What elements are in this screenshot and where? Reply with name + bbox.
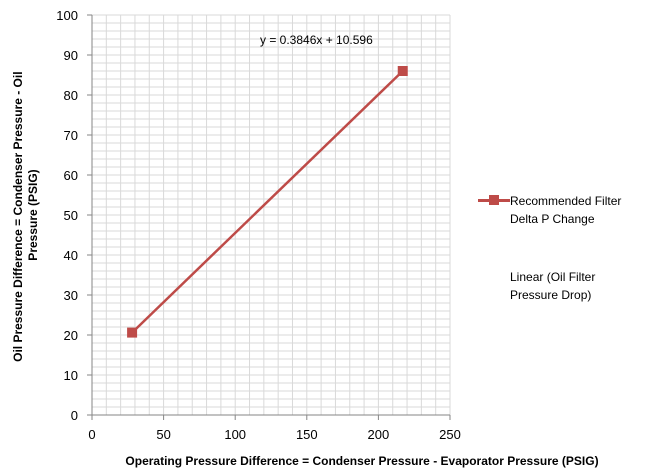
- y-tick-label: 40: [64, 248, 78, 263]
- y-tick-label: 30: [64, 288, 78, 303]
- trendline-equation: y = 0.3846x + 10.596: [260, 33, 373, 47]
- legend-square-marker: [489, 195, 499, 205]
- legend: Recommended Filter Delta P Change Linear…: [478, 192, 653, 304]
- y-axis-title-line1: Oil Pressure Difference = Condenser Pres…: [11, 71, 25, 361]
- legend-label-series-line1: Recommended Filter: [510, 194, 622, 208]
- legend-label-trendline-line2: Pressure Drop): [510, 288, 592, 302]
- y-tick-labels: 0 10 20 30 40 50 60 70 80 90 100: [56, 8, 78, 423]
- y-axis-title-line2: Pressure (PSIG): [26, 169, 40, 260]
- y-tick-label: 20: [64, 328, 78, 343]
- y-tick-label: 100: [56, 8, 78, 23]
- x-tick-labels: 0 50 100 150 200 250: [88, 427, 460, 442]
- y-tick-label: 50: [64, 208, 78, 223]
- legend-label-series-line2: Delta P Change: [510, 212, 595, 226]
- data-point: [127, 327, 138, 338]
- y-tick-label: 90: [64, 48, 78, 63]
- x-tick-label: 0: [88, 427, 95, 442]
- x-tick-label: 150: [296, 427, 318, 442]
- data-point: [397, 66, 408, 76]
- y-tick-label: 60: [64, 168, 78, 183]
- legend-marker: [478, 192, 510, 208]
- y-tick-label: 10: [64, 368, 78, 383]
- x-axis-title: Operating Pressure Difference = Condense…: [125, 454, 598, 468]
- y-tick-label: 80: [64, 88, 78, 103]
- gridlines: [91, 14, 451, 416]
- x-tick-label: 50: [156, 427, 170, 442]
- series-line: [131, 70, 404, 334]
- series-group: [127, 66, 408, 338]
- x-tick-label: 100: [224, 427, 246, 442]
- y-axis-title: Oil Pressure Difference = Condenser Pres…: [11, 68, 40, 362]
- x-tick-label: 250: [439, 427, 461, 442]
- y-tick-label: 0: [71, 408, 78, 423]
- legend-item-trendline: Linear (Oil Filter Pressure Drop): [510, 268, 653, 304]
- y-tick-label: 70: [64, 128, 78, 143]
- axes: [87, 14, 451, 420]
- legend-label-series: Recommended Filter Delta P Change: [510, 192, 621, 228]
- x-tick-label: 200: [368, 427, 390, 442]
- legend-item-series: Recommended Filter Delta P Change: [478, 192, 653, 228]
- legend-label-trendline-line1: Linear (Oil Filter: [510, 270, 596, 284]
